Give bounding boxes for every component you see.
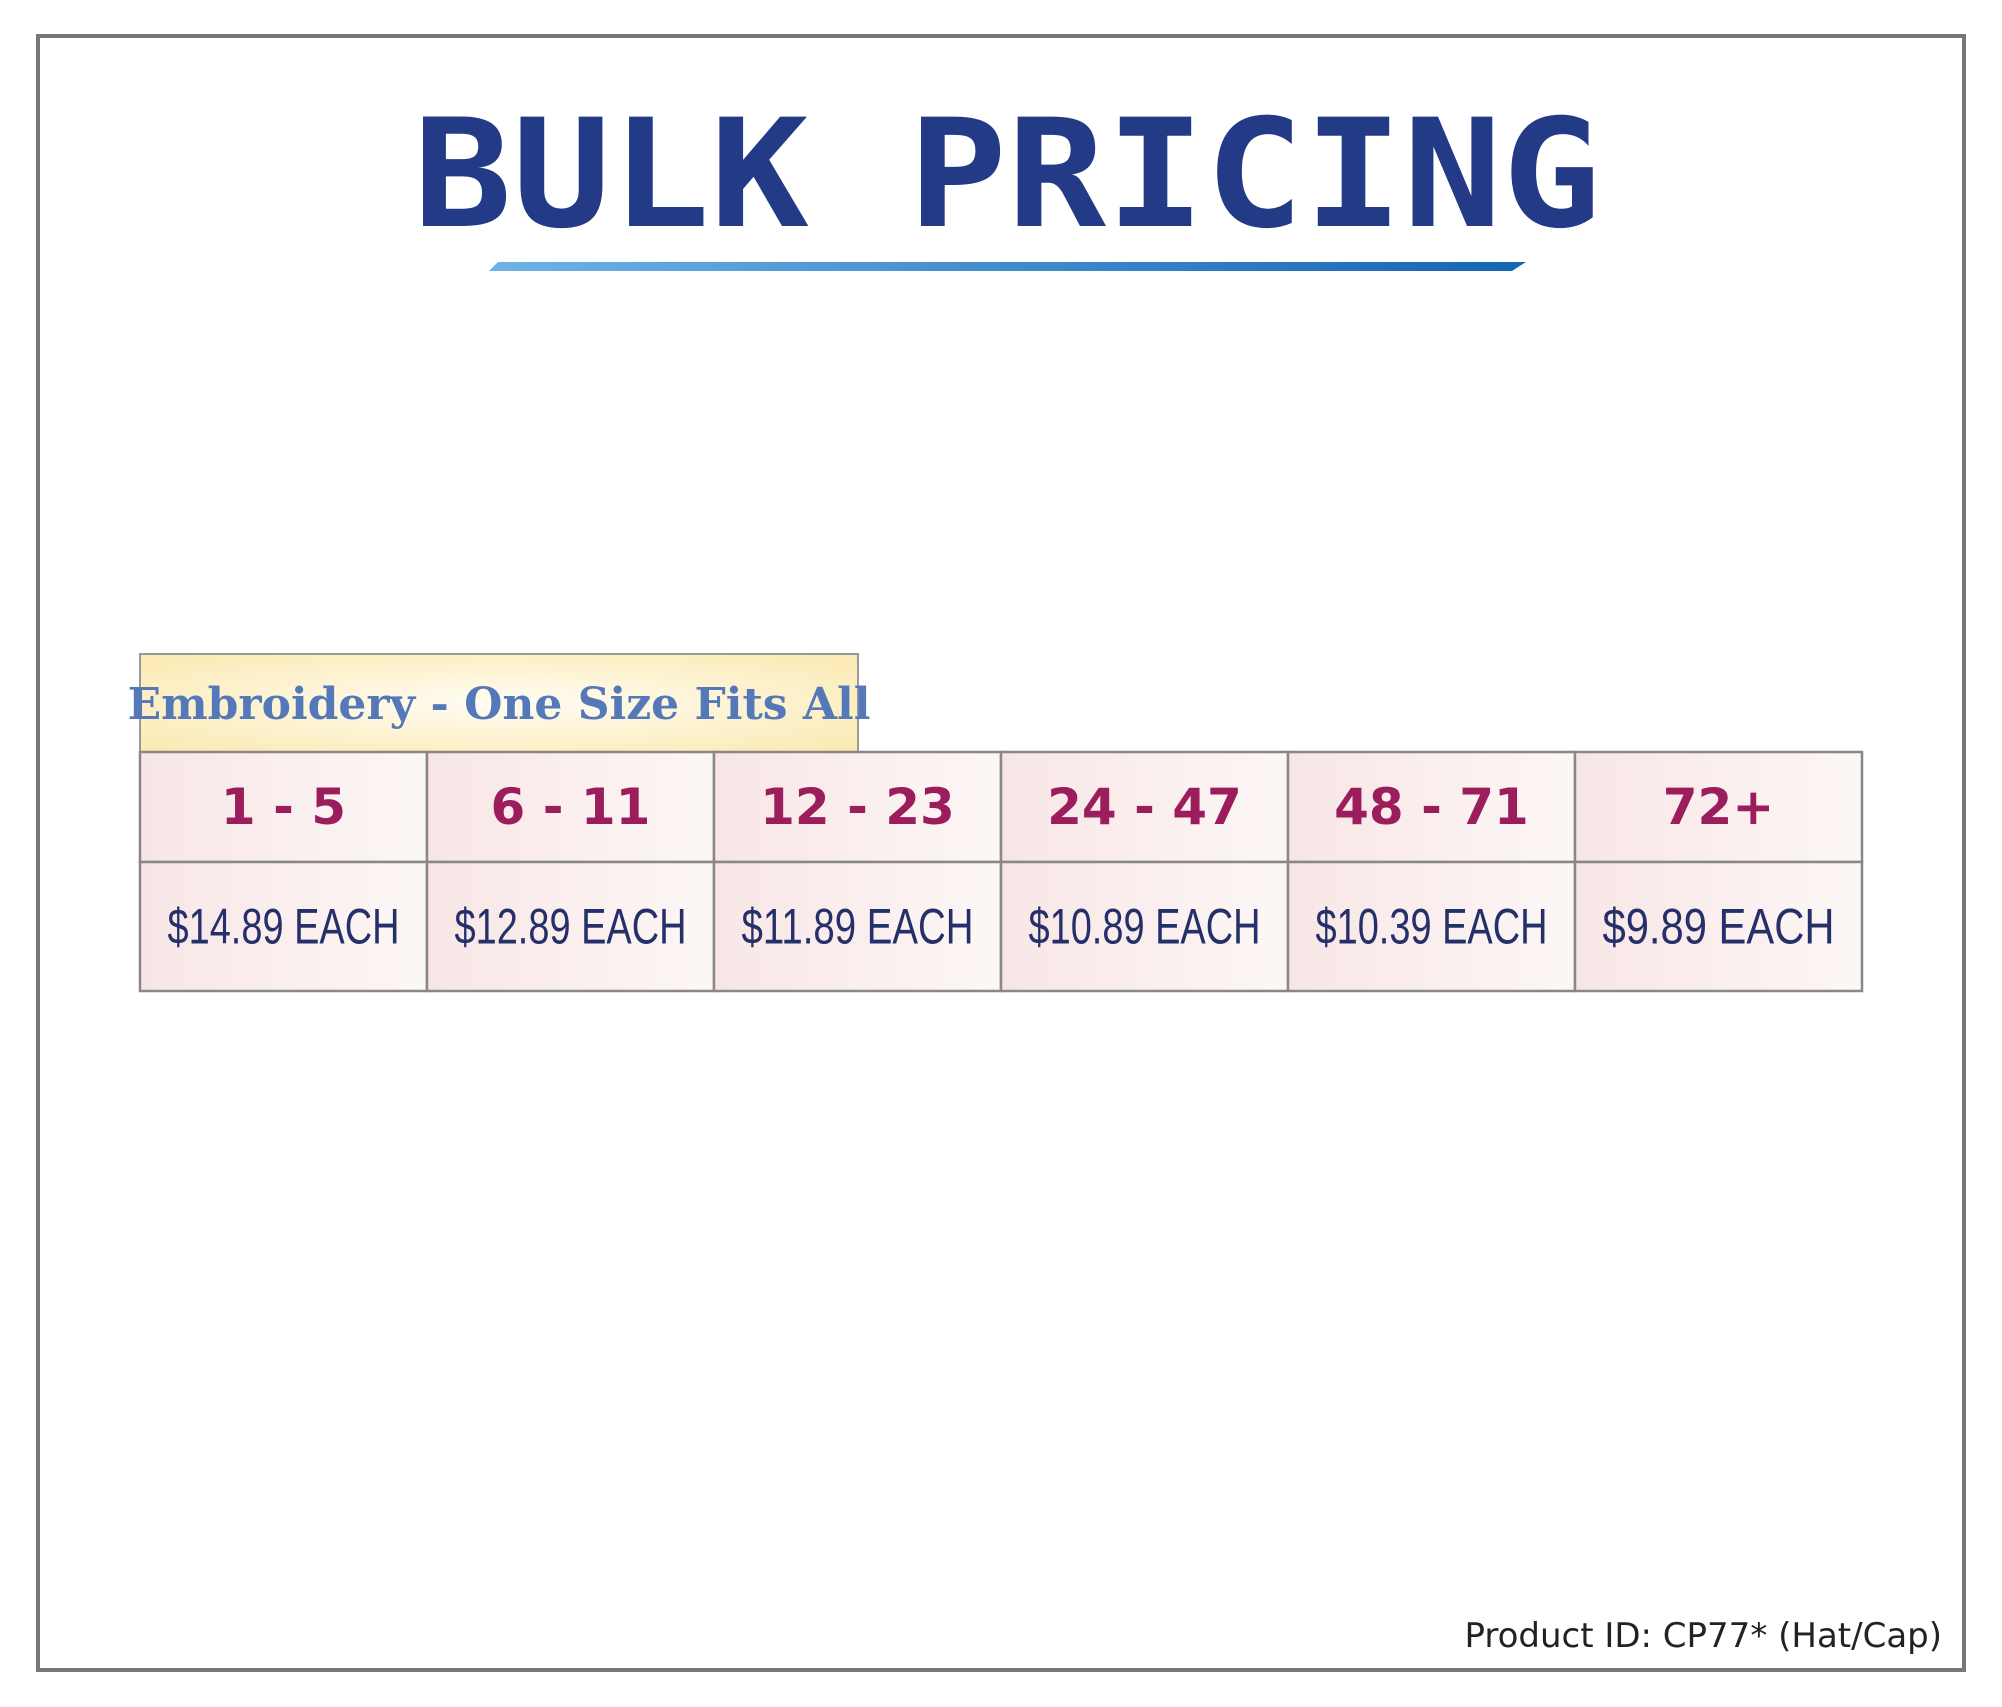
table-cell <box>425 860 716 993</box>
table-cell <box>1286 860 1577 993</box>
price: $11.89 EACH <box>742 899 974 955</box>
quantity: 72+ <box>1663 778 1774 836</box>
table-cell <box>712 860 1003 993</box>
price: $9.89 EACH <box>1603 899 1835 955</box>
price: $10.89 EACH <box>1029 899 1261 955</box>
price: $10.39 EACH <box>1316 899 1548 955</box>
table-cell <box>1286 750 1577 864</box>
table-cell <box>138 860 429 993</box>
table: 1 - 5 6 - 11 12 - 23 24 - 47 48 - 71 72+ $14.8… <box>138 750 1864 993</box>
table-cell <box>999 860 1290 993</box>
quantity: 1 - 5 <box>221 778 346 836</box>
quantity: 12 - 23 <box>760 778 955 836</box>
title: BULK PRICING <box>413 88 1601 262</box>
table-cell <box>138 750 429 864</box>
table-cell <box>712 750 1003 864</box>
caption: Embroidery - One Size Fits All <box>128 679 871 730</box>
table-cell <box>1573 860 1864 993</box>
price: $14.89 EACH <box>168 899 400 955</box>
quantity: 48 - 71 <box>1334 778 1529 836</box>
product-id: Product ID: CP77* (Hat/Cap) <box>1464 1616 1942 1656</box>
title-underline <box>489 262 1526 271</box>
quantity: 6 - 11 <box>491 778 651 836</box>
price: $12.89 EACH <box>455 899 687 955</box>
frame <box>36 34 1966 1672</box>
quantity: 24 - 47 <box>1047 778 1242 836</box>
table-cell <box>1573 750 1864 864</box>
